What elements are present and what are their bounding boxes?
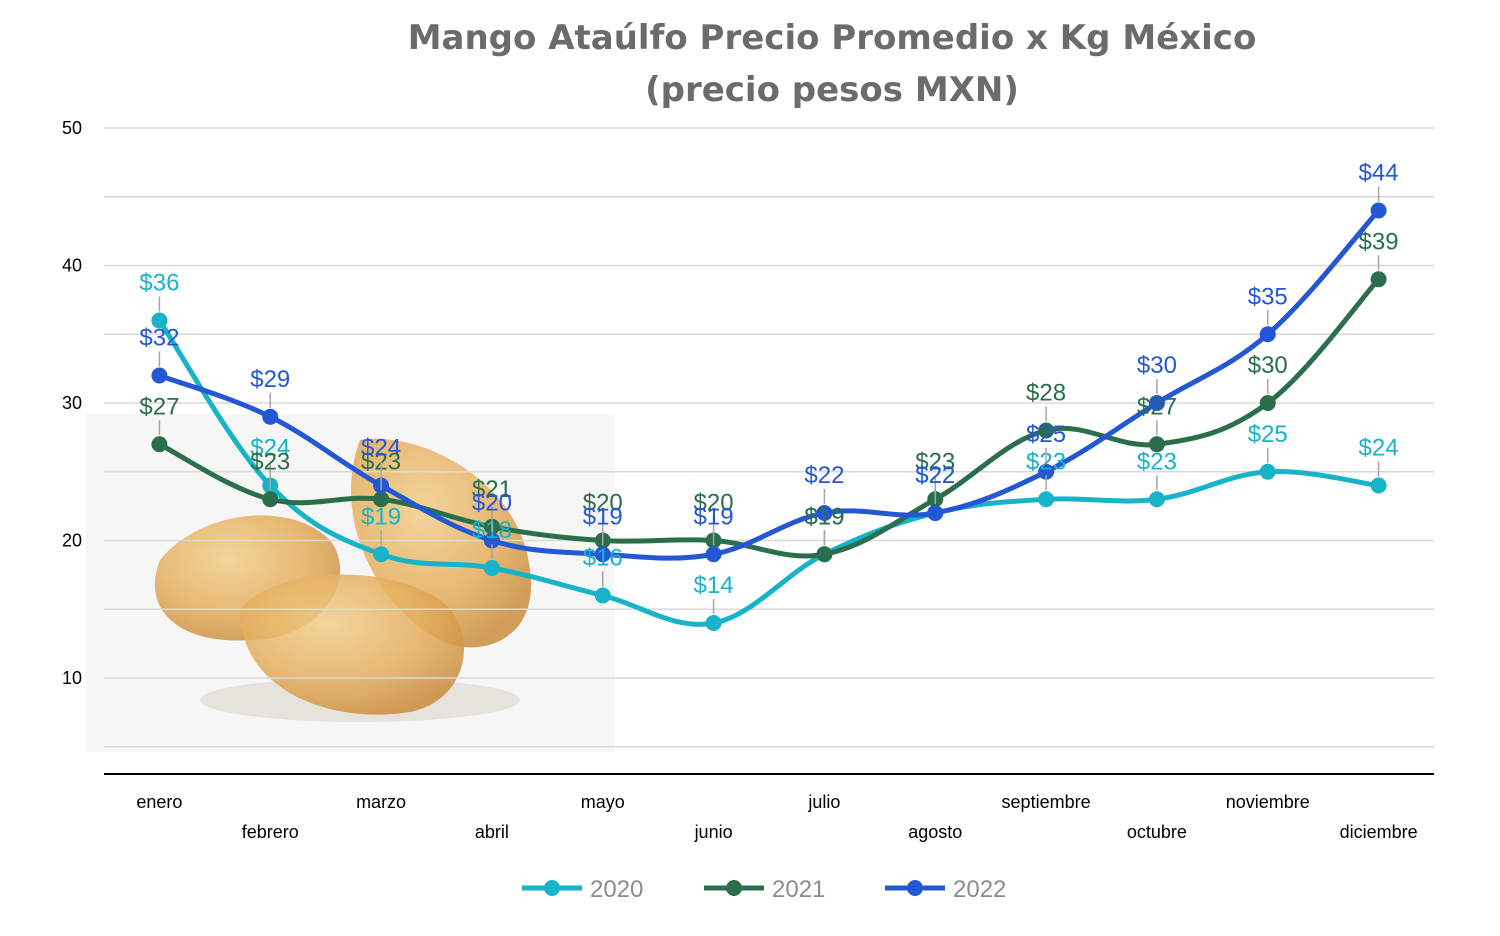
- chart-subtitle: (precio pesos MXN): [645, 70, 1019, 110]
- data-label: $24: [361, 435, 401, 462]
- data-label: $25: [1026, 421, 1066, 448]
- data-label: $27: [139, 393, 179, 420]
- data-label: $27: [1137, 393, 1177, 420]
- x-tick-label: septiembre: [1002, 792, 1091, 812]
- data-point: [927, 505, 944, 521]
- data-label: $44: [1359, 160, 1399, 187]
- data-point: [1370, 202, 1387, 219]
- x-tick-label: diciembre: [1340, 822, 1418, 842]
- data-point: [262, 491, 279, 508]
- series-lines: [151, 202, 1387, 631]
- data-point: [816, 546, 833, 563]
- x-tick-label: febrero: [242, 822, 299, 842]
- x-tick-label: octubre: [1127, 822, 1187, 842]
- series-line-2022: [156, 208, 1382, 561]
- data-label: $23: [915, 448, 955, 475]
- series-line-2021: [156, 276, 1382, 559]
- data-label: $30: [1248, 352, 1288, 379]
- data-point: [1038, 422, 1055, 439]
- legend-label: 2021: [772, 876, 825, 903]
- y-tick-label: 10: [62, 668, 82, 688]
- data-point: [483, 532, 500, 549]
- data-label: $19: [694, 503, 734, 530]
- data-point: [373, 546, 390, 563]
- chart-title: Mango Ataúlfo Precio Promedio x Kg Méxic…: [407, 18, 1257, 58]
- data-point: [1370, 271, 1387, 288]
- x-tick-label: marzo: [356, 792, 406, 812]
- y-tick-label: 30: [62, 393, 82, 413]
- data-label: $39: [1359, 228, 1399, 255]
- data-point: [705, 546, 722, 563]
- data-label: $23: [250, 448, 290, 475]
- legend: 2020 2021 2022: [522, 876, 1006, 903]
- data-label: $28: [1026, 380, 1066, 407]
- x-tick-label: julio: [807, 792, 840, 812]
- data-label: $29: [250, 366, 290, 393]
- data-point: [594, 546, 611, 563]
- data-label: $22: [804, 462, 844, 489]
- y-tick-label: 20: [62, 531, 82, 551]
- data-point: [1148, 491, 1165, 508]
- data-point: [151, 436, 168, 453]
- data-label: $21: [472, 476, 512, 503]
- data-label: $19: [583, 503, 623, 530]
- data-label: $20: [583, 490, 623, 517]
- data-point: [1038, 463, 1055, 480]
- data-label: $36: [139, 270, 179, 297]
- data-label: $19: [804, 503, 844, 530]
- data-point: [373, 491, 390, 508]
- x-tick-label: noviembre: [1226, 792, 1310, 812]
- data-label: $23: [1137, 448, 1177, 475]
- data-label: $24: [250, 435, 290, 462]
- data-labels: $36$24$19$18$16$14$19$22$23 $23$25$24$27$…: [139, 160, 1399, 614]
- data-label: $22: [915, 462, 955, 489]
- data-label: $19: [361, 503, 401, 530]
- data-label: $20: [694, 490, 734, 517]
- data-point: [1259, 395, 1276, 411]
- data-point: [594, 587, 611, 604]
- gridlines: [104, 127, 1434, 775]
- data-point: [1370, 477, 1387, 494]
- data-point: [1148, 395, 1165, 411]
- data-point: [705, 615, 722, 631]
- y-tick-label: 40: [62, 256, 82, 276]
- data-point: [1038, 491, 1055, 508]
- data-label: $30: [1137, 352, 1177, 379]
- data-label: $32: [139, 325, 179, 352]
- legend-marker: [907, 880, 923, 896]
- data-label: $14: [694, 572, 734, 599]
- legend-label: 2022: [953, 876, 1006, 903]
- x-axis-ticks: enero febrero marzo abril mayo junio julio agos…: [136, 792, 1417, 842]
- data-point: [151, 312, 168, 329]
- data-point: [1148, 436, 1165, 453]
- data-label: $25: [1248, 421, 1288, 448]
- legend-marker: [544, 880, 560, 896]
- data-label: $16: [583, 545, 623, 572]
- data-point: [151, 367, 168, 384]
- data-point: [483, 560, 500, 576]
- data-label: $35: [1248, 283, 1288, 310]
- data-point: [1259, 463, 1276, 480]
- x-tick-label: abril: [475, 822, 509, 842]
- y-axis-ticks: 10 20 30 40 50: [62, 118, 82, 688]
- x-tick-label: mayo: [581, 792, 625, 812]
- data-point: [1259, 326, 1276, 343]
- x-tick-label: enero: [136, 792, 182, 812]
- x-tick-label: junio: [694, 822, 733, 842]
- data-label: $20: [472, 490, 512, 517]
- data-point: [816, 505, 833, 521]
- legend-marker: [726, 880, 742, 896]
- data-label: $19: [804, 503, 844, 530]
- x-tick-label: agosto: [908, 822, 962, 842]
- y-tick-label: 50: [62, 118, 82, 138]
- legend-label: 2020: [590, 876, 643, 903]
- data-label: $24: [1359, 435, 1399, 462]
- data-point: [262, 408, 279, 425]
